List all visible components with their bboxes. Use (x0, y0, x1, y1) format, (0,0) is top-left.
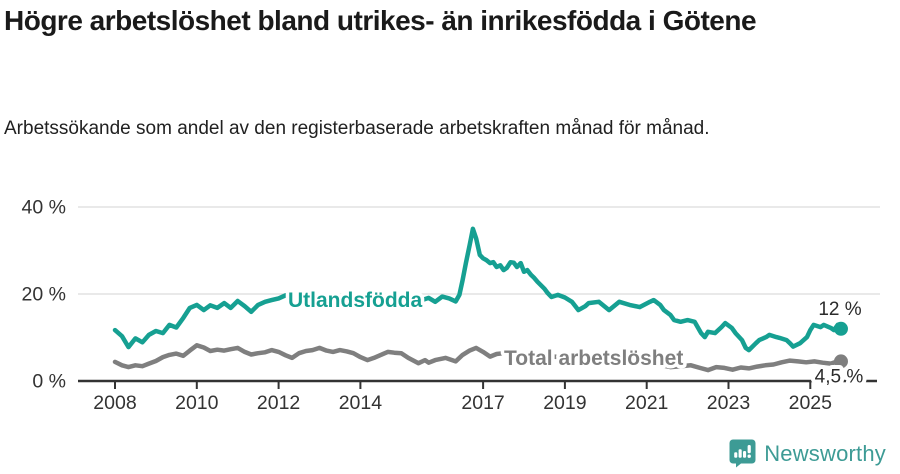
y-tick-label: 20 % (22, 284, 66, 306)
gridlines (78, 206, 880, 295)
x-tick-label: 2008 (93, 392, 136, 414)
x-tick-label: 2023 (707, 392, 750, 414)
x-tick-label: 2010 (175, 392, 219, 414)
series-line-total (112, 343, 844, 373)
x-tick-label: 2014 (339, 392, 383, 414)
x-tick-label: 2019 (543, 392, 586, 414)
series-line-utlandsfodda (112, 226, 844, 353)
series-end-dot (833, 354, 848, 369)
series-label: Utlandsfödda (288, 289, 422, 312)
brand-name: Newsworthy (764, 440, 886, 466)
x-tick-label: 2017 (461, 392, 504, 414)
chart-title: Högre arbetslöshet bland utrikes- än inr… (4, 5, 757, 36)
x-axis (78, 379, 877, 389)
series-end-value-label: 12 % (818, 299, 861, 320)
series-label: Total arbetslöshet (504, 347, 683, 370)
series-lines (112, 226, 844, 373)
y-tick-label: 40 % (22, 197, 66, 219)
series-labels: Utlandsfödda Total arbetslöshet (285, 286, 687, 374)
x-tick-label: 2025 (789, 392, 833, 414)
newsworthy-logo: Newsworthy (729, 439, 886, 468)
chart-subtitle: Arbetssökande som andel av den registerb… (4, 118, 710, 139)
bar-chart-speech-bubble-icon (729, 439, 756, 468)
series-end-dot (833, 321, 848, 336)
y-tick-label: 0 % (32, 371, 66, 393)
end-markers: 12 % 4,5 % (811, 295, 868, 392)
x-tick-label: 2012 (257, 392, 300, 414)
x-tick-label: 2021 (625, 392, 668, 414)
series-end-value-label: 4,5 % (815, 366, 864, 387)
axis-labels: 2008 2010 2012 2014 2017 2019 2021 2023 2025 0 % 2… (22, 197, 833, 415)
